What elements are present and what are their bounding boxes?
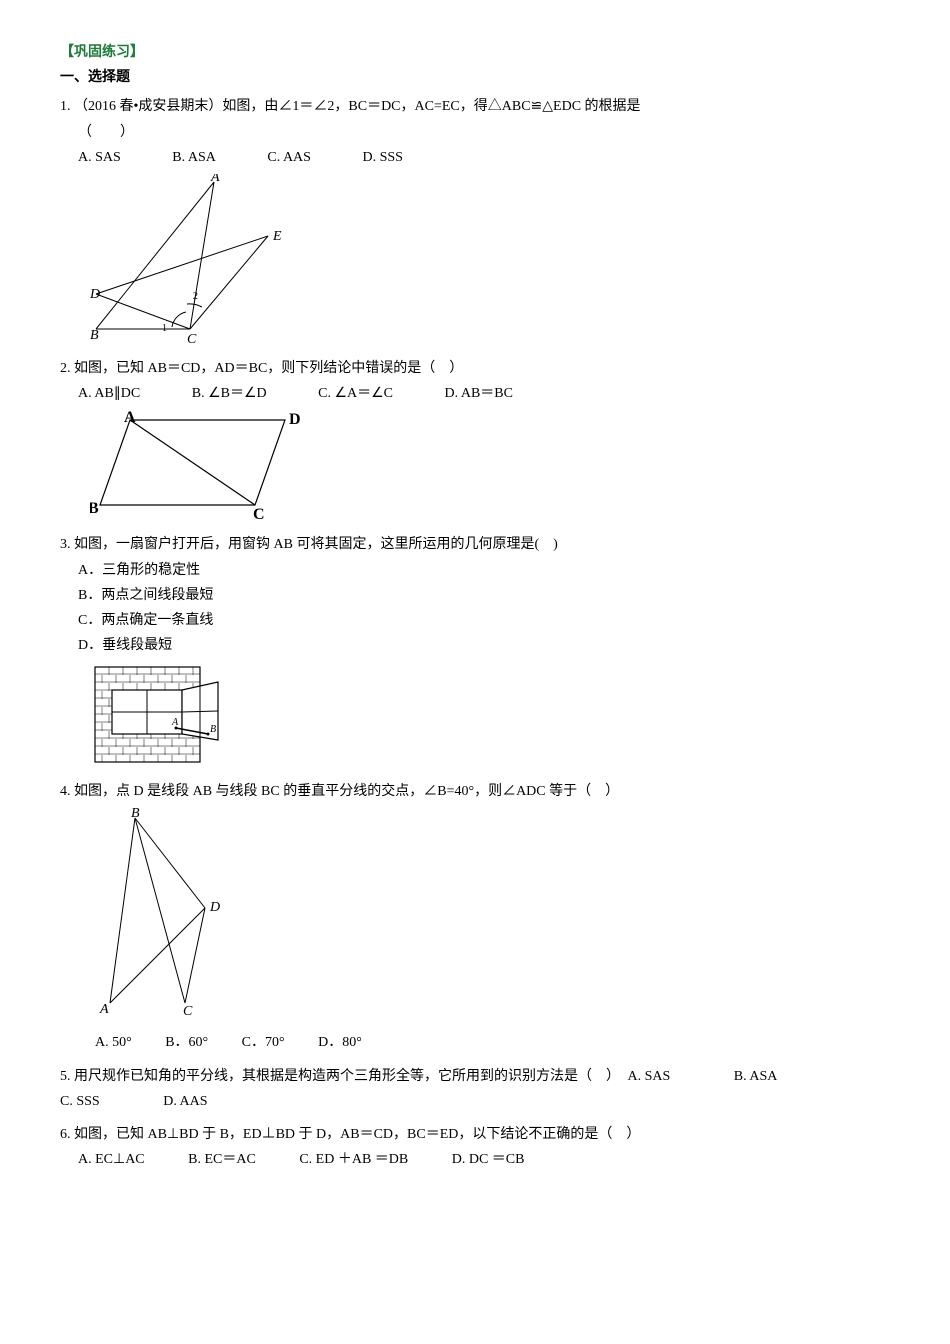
question-4: 4. 如图，点 D 是线段 AB 与线段 BC 的垂直平分线的交点，∠B=40°… — [60, 779, 890, 1055]
q3-figure: AB — [90, 662, 890, 767]
q2-choices: A. AB∥DC B. ∠B＝∠D C. ∠A＝∠C D. AB＝BC — [78, 381, 890, 406]
q5-choice-c: C. SSS — [60, 1089, 100, 1114]
question-5: 5. 用尺规作已知角的平分线，其根据是构造两个三角形全等，它所用到的识别方法是（… — [60, 1064, 890, 1114]
svg-text:A: A — [99, 1002, 109, 1017]
svg-text:A: A — [124, 410, 136, 426]
q1-choice-a: A. SAS — [78, 145, 121, 170]
q1-choice-d: D. SSS — [362, 145, 402, 170]
q3-choice-d: D．垂线段最短 — [78, 633, 890, 658]
q2-choice-d: D. AB＝BC — [445, 381, 513, 406]
q1-choices: A. SAS B. ASA C. AAS D. SSS — [78, 145, 890, 170]
q4-choice-c: C．70° — [242, 1030, 285, 1055]
q2-figure: A D B C — [90, 410, 890, 520]
q4-figure: B D A C — [90, 808, 890, 1018]
q4-choice-a: A. 50° — [95, 1030, 132, 1055]
svg-text:2: 2 — [193, 291, 198, 302]
svg-text:B: B — [210, 724, 216, 735]
q3-choices: A．三角形的稳定性 B．两点之间线段最短 C．两点确定一条直线 D．垂线段最短 — [60, 558, 890, 659]
section-one-heading: 一、选择题 — [60, 65, 890, 90]
svg-text:D: D — [289, 411, 301, 428]
svg-text:1: 1 — [162, 323, 167, 334]
q1-svg: A E D B C 1 2 — [90, 174, 300, 344]
q2-svg: A D B C — [90, 410, 310, 520]
q4-svg: B D A C — [90, 808, 240, 1018]
q4-choices: A. 50° B．60° C．70° D．80° — [95, 1030, 890, 1055]
q3-stem: 3. 如图，一扇窗户打开后，用窗钩 AB 可将其固定，这里所运用的几何原理是( … — [60, 532, 890, 557]
q1-stem: 1. （2016 春•成安县期末）如图，由∠1＝∠2，BC＝DC，AC=EC，得… — [60, 94, 890, 119]
svg-text:A: A — [210, 174, 220, 185]
q6-choice-c: C. ED ＋AB ＝DB — [299, 1147, 408, 1172]
q1-choice-c: C. AAS — [267, 145, 311, 170]
question-2: 2. 如图，已知 AB＝CD，AD＝BC，则下列结论中错误的是（ ） A. AB… — [60, 356, 890, 520]
q5-choice-d: D. AAS — [163, 1089, 207, 1114]
q4-choice-b: B．60° — [165, 1030, 208, 1055]
q2-choice-b: B. ∠B＝∠D — [192, 381, 267, 406]
q6-stem: 6. 如图，已知 AB⊥BD 于 B，ED⊥BD 于 D，AB＝CD，BC＝ED… — [60, 1122, 890, 1147]
q1-choice-b: B. ASA — [172, 145, 216, 170]
q2-stem: 2. 如图，已知 AB＝CD，AD＝BC，则下列结论中错误的是（ ） — [60, 356, 890, 381]
svg-text:C: C — [253, 506, 265, 520]
q5-choice-b: B. ASA — [734, 1064, 778, 1089]
q1-paren: （ ） — [78, 120, 890, 145]
svg-text:D: D — [90, 287, 100, 302]
svg-text:B: B — [90, 500, 99, 517]
q6-choice-d: D. DC ＝CB — [452, 1147, 525, 1172]
practice-title: 【巩固练习】 — [60, 40, 890, 65]
question-3: 3. 如图，一扇窗户打开后，用窗钩 AB 可将其固定，这里所运用的几何原理是( … — [60, 532, 890, 767]
svg-text:B: B — [131, 808, 140, 821]
q2-choice-c: C. ∠A＝∠C — [318, 381, 393, 406]
q3-choice-c: C．两点确定一条直线 — [78, 608, 890, 633]
svg-text:C: C — [183, 1004, 193, 1018]
q6-choice-a: A. EC⊥AC — [78, 1147, 145, 1172]
q1-figure: A E D B C 1 2 — [90, 174, 890, 344]
q2-choice-a: A. AB∥DC — [78, 381, 140, 406]
question-6: 6. 如图，已知 AB⊥BD 于 B，ED⊥BD 于 D，AB＝CD，BC＝ED… — [60, 1122, 890, 1172]
svg-text:E: E — [272, 229, 282, 244]
svg-text:C: C — [187, 332, 197, 344]
q4-choice-d: D．80° — [318, 1030, 362, 1055]
svg-text:A: A — [171, 717, 179, 728]
q6-choices: A. EC⊥AC B. EC＝AC C. ED ＋AB ＝DB D. DC ＝C… — [78, 1147, 890, 1172]
q4-stem: 4. 如图，点 D 是线段 AB 与线段 BC 的垂直平分线的交点，∠B=40°… — [60, 779, 890, 804]
q5-choice-a: A. SAS — [628, 1064, 671, 1089]
svg-text:D: D — [209, 900, 220, 915]
q3-choice-a: A．三角形的稳定性 — [78, 558, 890, 583]
q5-stem: 5. 用尺规作已知角的平分线，其根据是构造两个三角形全等，它所用到的识别方法是（… — [60, 1069, 620, 1084]
q6-choice-b: B. EC＝AC — [188, 1147, 256, 1172]
q3-choice-b: B．两点之间线段最短 — [78, 583, 890, 608]
svg-text:B: B — [90, 328, 99, 343]
q3-svg: AB — [90, 662, 240, 767]
question-1: 1. （2016 春•成安县期末）如图，由∠1＝∠2，BC＝DC，AC=EC，得… — [60, 94, 890, 344]
